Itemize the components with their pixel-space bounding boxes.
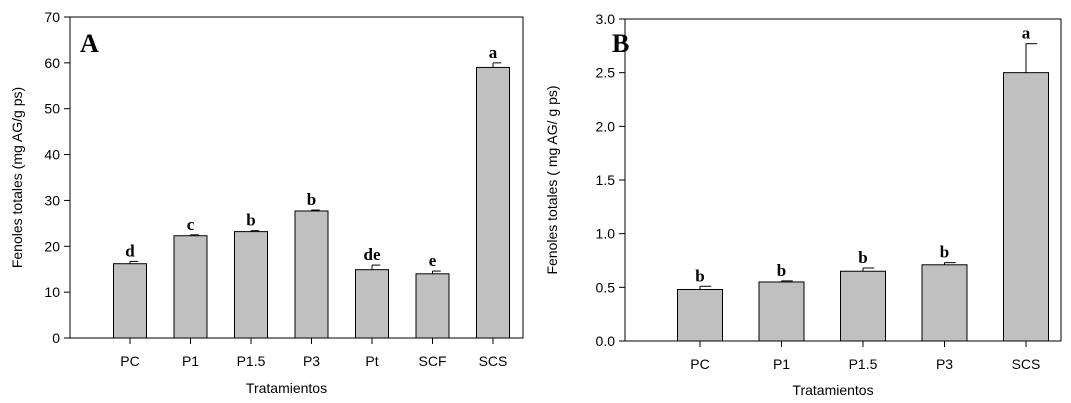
bar: [921, 264, 968, 342]
x-tick-label: SCS: [1012, 356, 1041, 372]
y-tick-label: 1.5: [596, 172, 616, 188]
y-axis-title: Fenoles totales ( mg AG/ g ps): [544, 85, 560, 274]
y-tick-label: 30: [44, 192, 60, 208]
significance-label: b: [777, 261, 786, 280]
bar: [1003, 72, 1049, 342]
x-tick-label: P1: [773, 356, 790, 372]
y-tick-label: 60: [44, 55, 60, 71]
y-tick-label: 0: [52, 330, 60, 346]
significance-label: de: [364, 245, 381, 264]
chart-a: 0 10 20 30 40 50 60 70 d PC c P1 b P1.5 b P3 de Pt e SCF a SC…: [9, 9, 524, 396]
significance-label: b: [695, 266, 704, 285]
x-tick-label: P1.5: [849, 356, 878, 372]
x-tick-label: PC: [690, 356, 709, 372]
y-tick-label: 70: [44, 9, 60, 25]
x-axis-title: Tratamientos: [792, 382, 873, 398]
panel-label: A: [80, 29, 99, 58]
y-tick-label: 2.0: [596, 118, 616, 134]
bar: [476, 66, 510, 339]
bar: [355, 269, 389, 339]
y-tick-label: 0.5: [596, 279, 616, 295]
y-tick-label: 40: [44, 147, 60, 163]
x-tick-label: P1: [182, 353, 199, 369]
y-tick-label: 20: [44, 238, 60, 254]
bar: [415, 273, 450, 339]
significance-label: b: [246, 211, 255, 230]
bar: [113, 263, 147, 339]
significance-label: a: [1022, 24, 1031, 43]
x-tick-label: P3: [303, 353, 320, 369]
chart-b: 0.0 0.5 1.0 1.5 2.0 2.5 3.0 b PC b P1 b P1.5 b P3 a SCS B…: [544, 11, 1062, 398]
significance-label: c: [187, 215, 195, 234]
x-tick-label: PC: [120, 353, 139, 369]
significance-label: e: [429, 251, 437, 270]
x-tick-label: SCF: [419, 353, 447, 369]
x-tick-label: P3: [936, 356, 953, 372]
x-tick-label: P1.5: [237, 353, 266, 369]
y-tick-label: 2.5: [596, 65, 616, 81]
bar: [840, 270, 886, 342]
significance-label: b: [307, 190, 316, 209]
significance-label: d: [125, 241, 135, 260]
panel-label: B: [612, 29, 629, 58]
y-tick-label: 10: [44, 284, 60, 300]
y-tick-label: 0.0: [596, 333, 616, 349]
bar: [758, 281, 805, 342]
y-tick-label: 50: [44, 101, 60, 117]
y-axis-title: Fenoles totales (mg AG/g ps): [9, 87, 25, 268]
y-tick-label: 3.0: [596, 11, 616, 27]
x-tick-label: SCS: [479, 353, 508, 369]
significance-label: b: [940, 243, 949, 262]
x-tick-label: Pt: [365, 353, 378, 369]
x-axis-title: Tratamientos: [246, 380, 327, 396]
bar: [173, 235, 208, 339]
bar: [234, 231, 268, 339]
bar: [677, 288, 723, 342]
significance-label: b: [858, 248, 867, 267]
bar: [294, 210, 329, 339]
y-tick-label: 1.0: [596, 226, 616, 242]
significance-label: a: [489, 43, 498, 62]
